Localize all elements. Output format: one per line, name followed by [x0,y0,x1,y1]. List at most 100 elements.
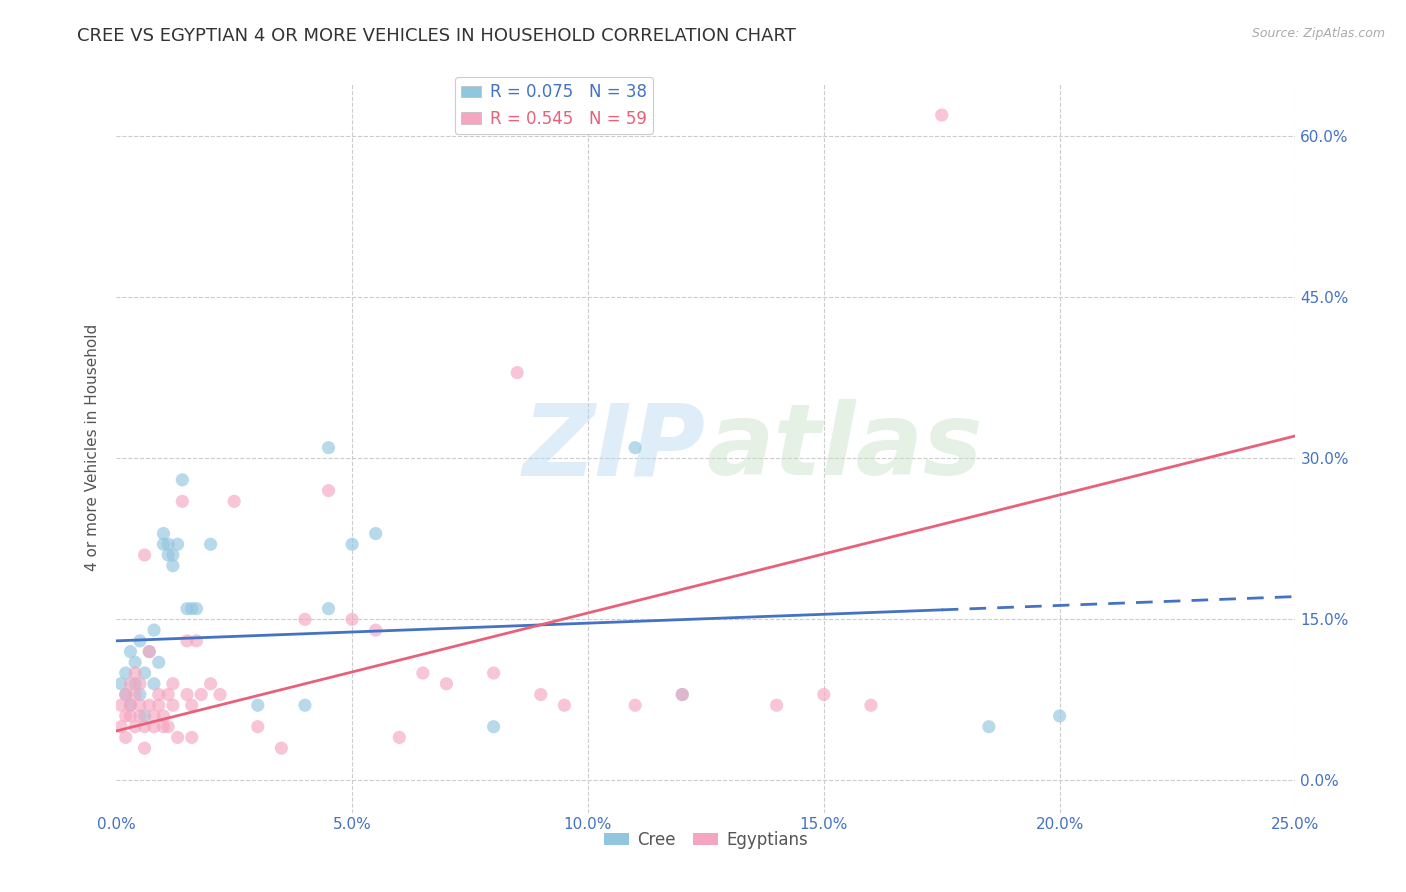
Point [246,698,269,713]
Point [120,677,142,691]
Point [209,688,232,702]
Point [162,558,184,573]
Point [120,698,142,713]
Point [157,537,180,551]
Point [143,720,166,734]
Point [246,720,269,734]
Text: atlas: atlas [706,400,983,496]
Point [624,698,647,713]
Point [138,698,160,713]
Point [813,688,835,702]
Point [128,633,150,648]
Point [110,698,132,713]
Point [436,677,458,691]
Point [176,601,198,615]
Point [364,526,387,541]
Point [120,698,142,713]
Point [318,441,340,455]
Point [180,731,202,745]
Point [176,688,198,702]
Text: CREE VS EGYPTIAN 4 OR MORE VEHICLES IN HOUSEHOLD CORRELATION CHART: CREE VS EGYPTIAN 4 OR MORE VEHICLES IN H… [77,27,796,45]
Point [128,688,150,702]
Point [482,720,505,734]
Point [148,655,170,669]
Point [162,548,184,562]
Point [124,666,146,681]
Point [152,709,174,723]
Point [124,720,146,734]
Point [143,623,166,637]
Point [157,548,180,562]
Point [190,688,212,702]
Point [364,623,387,637]
Point [157,720,180,734]
Text: ZIP: ZIP [523,400,706,496]
Point [120,709,142,723]
Point [671,688,693,702]
Point [134,720,156,734]
Point [172,473,194,487]
Point [134,666,156,681]
Point [134,741,156,756]
Point [180,698,202,713]
Point [134,548,156,562]
Point [157,688,180,702]
Point [624,441,647,455]
Point [114,688,136,702]
Point [318,601,340,615]
Point [530,688,553,702]
Point [138,644,160,658]
Legend: R = 0.075   N = 38, R = 0.545   N = 59: R = 0.075 N = 38, R = 0.545 N = 59 [454,77,654,135]
Point [152,537,174,551]
Point [120,644,142,658]
Point [162,698,184,713]
Point [1049,709,1071,723]
Point [172,494,194,508]
Point [114,666,136,681]
Point [200,537,222,551]
Point [224,494,246,508]
Point [166,537,188,551]
Point [114,709,136,723]
Y-axis label: 4 or more Vehicles in Household: 4 or more Vehicles in Household [86,324,100,571]
Point [340,537,363,551]
Point [186,601,208,615]
Point [318,483,340,498]
Point [977,720,1000,734]
Text: Source: ZipAtlas.com: Source: ZipAtlas.com [1251,27,1385,40]
Point [162,677,184,691]
Point [340,612,363,626]
Point [124,677,146,691]
Point [482,666,505,681]
Point [128,698,150,713]
Point [143,677,166,691]
Point [143,709,166,723]
Point [506,366,529,380]
Point [148,688,170,702]
Point [110,677,132,691]
Point [138,644,160,658]
Point [294,698,316,713]
Point [124,655,146,669]
Point [176,633,198,648]
Point [166,731,188,745]
Point [859,698,882,713]
Point [388,731,411,745]
Point [180,601,202,615]
Point [186,633,208,648]
Point [294,612,316,626]
Point [765,698,787,713]
Point [412,666,434,681]
Point [114,731,136,745]
Point [931,108,953,122]
Point [148,698,170,713]
Point [114,688,136,702]
Point [124,688,146,702]
Point [134,709,156,723]
Point [128,677,150,691]
Point [152,720,174,734]
Point [128,709,150,723]
Point [200,677,222,691]
Point [270,741,292,756]
Point [671,688,693,702]
